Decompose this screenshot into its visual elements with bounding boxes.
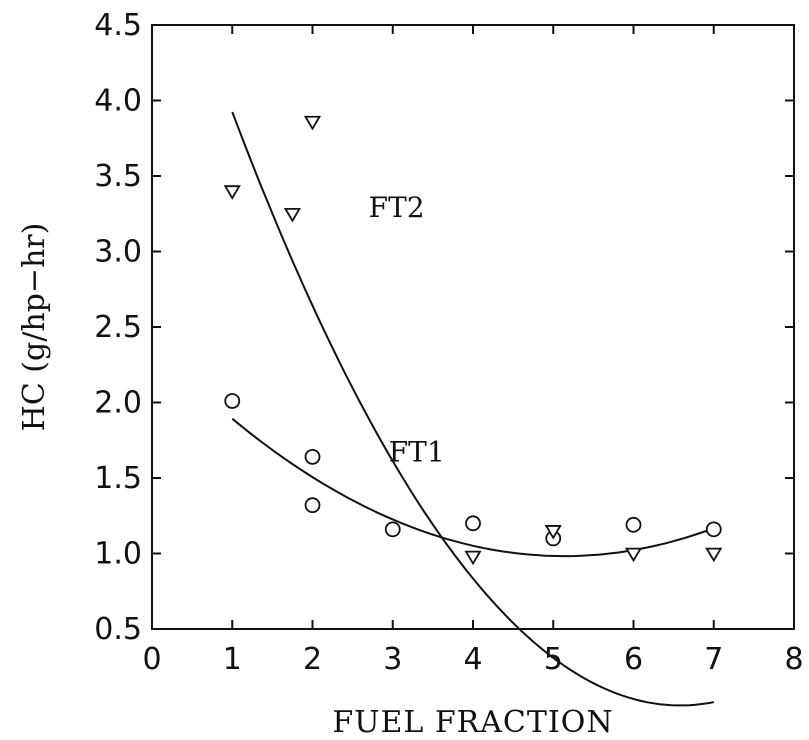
x-tick-label: 5 — [544, 642, 563, 677]
y-tick-label: 1.0 — [94, 537, 142, 572]
data-point-ft2 — [283, 207, 302, 223]
series-label-ft2: FT2 — [369, 191, 425, 224]
data-point-ft1 — [384, 521, 401, 538]
data-point-ft1 — [224, 393, 241, 409]
x-tick-label: 3 — [383, 642, 402, 677]
x-tick-label: 0 — [142, 642, 161, 677]
x-tick-label: 7 — [704, 642, 723, 677]
fit-curves — [231, 111, 715, 707]
data-point-ft2 — [705, 547, 723, 563]
data-point-ft2 — [464, 550, 482, 566]
data-point-ft1 — [304, 497, 321, 514]
data-point-ft1 — [705, 521, 722, 538]
data-points — [223, 115, 723, 566]
y-tick-label: 3.5 — [94, 159, 142, 194]
y-tick-label: 0.5 — [94, 612, 142, 647]
series-labels: FT1 FT2 — [369, 191, 445, 469]
plot-frame — [151, 24, 795, 630]
y-tick-label: 2.5 — [94, 310, 142, 345]
x-tick-label: 6 — [624, 642, 643, 677]
data-point-ft1 — [465, 515, 481, 532]
y-tick-label: 3.0 — [94, 235, 142, 270]
data-point-ft1 — [625, 516, 642, 533]
x-tick-label: 4 — [463, 642, 482, 677]
x-axis-label: FUEL FRACTION — [332, 705, 613, 740]
data-point-ft2 — [223, 185, 241, 200]
y-axis-label-group: HC (g/hp−hr) — [17, 223, 52, 432]
y-axis-label: HC (g/hp−hr) — [17, 223, 52, 432]
x-tick-label: 1 — [223, 642, 242, 677]
fit-curve-ft2 — [231, 111, 714, 707]
data-point-ft2 — [544, 525, 562, 540]
fit-curve-ft1 — [231, 417, 715, 558]
x-tick-label: 2 — [303, 642, 322, 677]
data-point-ft2 — [303, 115, 322, 131]
y-tick-label: 4.0 — [94, 84, 142, 119]
series-label-ft1: FT1 — [389, 435, 445, 468]
y-tick-label: 1.5 — [94, 461, 142, 496]
y-tick-label: 2.0 — [94, 386, 142, 421]
data-point-ft2 — [624, 547, 643, 563]
y-tick-label: 4.5 — [94, 8, 142, 43]
axis-ticks: 0 1 2 3 4 5 6 7 8 0.5 1.0 1.5 2.0 2.5 3.0 3.5 4.0 4.5 — [94, 8, 803, 677]
x-tick-label: 8 — [784, 642, 803, 677]
data-point-ft1 — [304, 448, 321, 465]
